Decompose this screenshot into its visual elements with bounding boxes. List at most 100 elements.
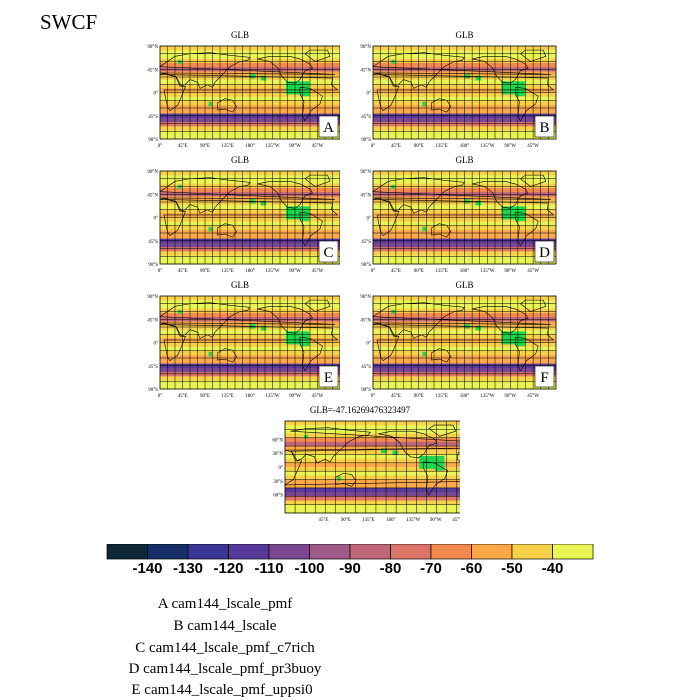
lon-tick-label: 90°W	[289, 144, 301, 149]
lon-tick-label: 90°W	[504, 144, 516, 149]
lon-tick-label: 45°W	[312, 394, 324, 399]
colorbar-box	[430, 544, 472, 560]
panel-title: GLB	[455, 280, 474, 290]
green-patch	[422, 101, 427, 107]
colorbar-box	[106, 544, 148, 560]
lat-tick-label: 90°N	[360, 45, 371, 50]
lat-tick-label: 45°N	[360, 318, 371, 323]
lon-tick-label: 45°W	[312, 144, 324, 149]
lon-tick-label: 90°E	[341, 518, 351, 523]
green-patch	[178, 309, 182, 314]
figure-title: SWCF	[40, 10, 98, 34]
zonal-band	[285, 441, 460, 447]
legend-entry: B cam144_lscale	[173, 618, 277, 634]
lon-tick-label: 0°	[158, 269, 163, 274]
zonal-band	[285, 508, 460, 514]
panel-letter: B	[539, 120, 549, 136]
map-panel-a: GLB 90°N 45°N 0° 45°S 90°S 0° 45°E 90°E 135°E 180°…	[140, 30, 340, 152]
lon-tick-label: 45°W	[452, 518, 460, 523]
panel-letter-box	[318, 115, 339, 138]
panel-letter-box	[318, 240, 339, 263]
lon-tick-label: 90°E	[414, 394, 424, 399]
legend-entry: A cam144_lscale_pmf	[157, 596, 293, 612]
map-plot: 90°N45°N0°45°S90°S0° 45°E 90°E 135°E 180° 135…	[147, 295, 340, 399]
lon-tick-label: 135°E	[435, 269, 448, 274]
lon-tick-label: 90°E	[414, 144, 424, 149]
lat-tick-label: 90°N	[147, 45, 158, 50]
green-patch	[515, 214, 525, 222]
colorbar-tick-label: -100	[294, 560, 325, 577]
lat-tick-label: 30°S	[273, 480, 283, 485]
green-patch	[336, 476, 341, 481]
lat-tick-label: 0°	[367, 217, 372, 222]
panel-letter-box	[534, 115, 555, 138]
lat-tick-label: 90°S	[148, 388, 158, 393]
lat-tick-label: 30°N	[272, 452, 283, 457]
legend-entry: C cam144_lscale_pmf_c7rich	[135, 640, 315, 656]
lon-tick-label: 45°W	[527, 144, 539, 149]
lon-tick-label: 135°W	[265, 394, 279, 399]
lon-tick-label: 90°E	[414, 269, 424, 274]
lat-tick-label: 45°N	[147, 318, 158, 323]
panel-letter: A	[323, 120, 334, 136]
lon-tick-label: 135°E	[221, 269, 234, 274]
zonal-band	[285, 467, 460, 472]
lon-tick-label: 90°E	[200, 394, 210, 399]
colorbar-tick-label: -70	[420, 560, 442, 577]
lat-tick-label: 45°S	[148, 365, 158, 370]
panel-title: GLB	[231, 30, 249, 40]
lat-tick-label: 0°	[279, 466, 284, 471]
green-patch	[391, 309, 395, 314]
lon-tick-label: 180°	[460, 269, 470, 274]
panel-title: GLB=-47.16269476323497	[309, 405, 411, 415]
lat-tick-label: 60°N	[272, 438, 283, 443]
lon-tick-label: 0°	[158, 394, 163, 399]
lon-tick-label: 135°W	[265, 144, 279, 149]
zonal-band	[285, 483, 460, 489]
zonal-band	[285, 479, 460, 485]
green-patch	[208, 351, 213, 357]
lon-tick-label: 135°E	[435, 394, 448, 399]
colorbar-box	[147, 544, 189, 560]
lon-tick-label: 90°W	[504, 269, 516, 274]
map-plot: 90°N45°N0°45°S90°S0° 45°E 90°E 135°E 180° 135…	[360, 295, 557, 399]
map-plot: 60°N 30°N 0° 30°S 60°S 45°E 90°E 135°E 180° 135°W…	[272, 420, 460, 523]
map-panel-b: GLB 90°N 45°N 0° 45°S 90°S 0° 45°E 90°E 135°E 180°…	[353, 30, 576, 152]
zonal-band	[285, 475, 460, 481]
colorbar-box	[228, 544, 270, 560]
green-patch	[434, 464, 445, 471]
lat-tick-label: 0°	[154, 92, 159, 97]
lon-tick-label: 90°W	[289, 269, 301, 274]
colorbar-tick-label: -120	[213, 560, 244, 577]
map-panel-d: GLB 90°N 45°N 0° 45°S 90°S 0° 45°E 90°E 135°E 180°…	[353, 155, 576, 277]
lon-tick-label: 90°E	[200, 269, 210, 274]
zonal-band	[285, 425, 460, 430]
lat-tick-label: 90°S	[361, 138, 371, 143]
lat-tick-label: 45°N	[360, 193, 371, 198]
lon-tick-label: 45°E	[177, 394, 187, 399]
lon-tick-label: 180°	[460, 144, 470, 149]
colorbar-box	[349, 544, 391, 560]
map-panel-f: GLB 90°N 45°N 0° 45°S 90°S 0° 45°E 90°E 135°E 180°…	[353, 280, 576, 402]
panel-title: GLB	[455, 155, 474, 165]
green-patch	[300, 214, 310, 222]
zonal-band	[285, 487, 460, 493]
lon-tick-label: 180°	[245, 394, 255, 399]
lon-tick-label: 90°W	[289, 394, 301, 399]
zonal-band	[285, 504, 460, 510]
zonal-band	[285, 454, 460, 460]
green-patch	[300, 339, 310, 347]
colorbar-tick-label: -90	[339, 560, 361, 577]
green-patch	[391, 184, 395, 189]
green-patch	[381, 448, 387, 454]
zonal-band	[285, 471, 460, 476]
lon-tick-label: 135°W	[480, 144, 494, 149]
lat-tick-label: 0°	[367, 342, 372, 347]
lon-tick-label: 135°E	[221, 394, 234, 399]
lon-tick-label: 135°W	[406, 518, 420, 523]
colorbar-tick-label: -40	[541, 560, 564, 577]
map-panel-g: GLB=-47.16269476323497 60°N 30°N 0° 30°S 60°S…	[260, 405, 460, 527]
map-plot: 90°N45°N0°45°S90°S0° 45°E 90°E 135°E 180° 135…	[147, 45, 340, 149]
lon-tick-label: 45°E	[391, 394, 401, 399]
lon-tick-label: 45°W	[527, 269, 539, 274]
